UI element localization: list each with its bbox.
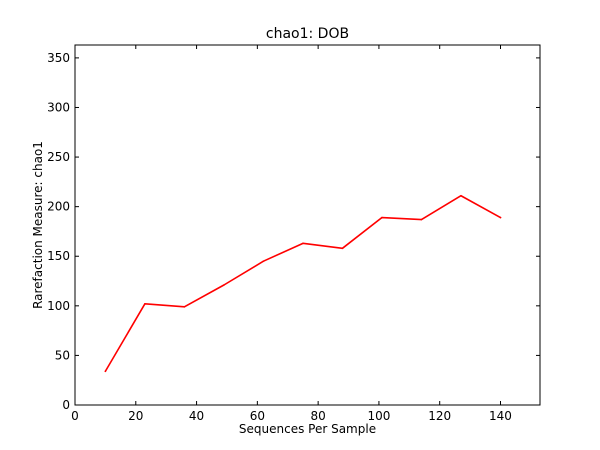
y-tick-label: 300: [47, 100, 70, 114]
x-tick-label: 120: [428, 409, 451, 423]
x-tick-label: 60: [250, 409, 265, 423]
plot-background: [75, 45, 540, 405]
plot-frame: [74, 44, 541, 406]
y-tick-label: 350: [47, 51, 70, 65]
y-tick-label: 200: [47, 200, 70, 214]
data-point: [104, 370, 107, 373]
x-tick-label: 20: [128, 409, 143, 423]
y-tick-label: 50: [55, 348, 70, 362]
x-tick-label: 80: [310, 409, 325, 423]
y-tick-label: 0: [62, 398, 70, 412]
data-point: [341, 247, 344, 250]
data-point: [420, 218, 423, 221]
data-point: [302, 242, 304, 245]
x-tick-label: 100: [367, 409, 390, 423]
y-tick-label: 100: [47, 299, 70, 313]
x-axis-label: Sequences Per Sample: [239, 422, 376, 436]
data-point: [144, 303, 146, 305]
x-tick-label: 40: [189, 409, 204, 423]
x-tick-label: 0: [71, 409, 79, 423]
data-point: [223, 284, 225, 286]
data-point: [381, 216, 383, 219]
y-tick-label: 250: [47, 150, 70, 164]
plot-area: 0 20 40 60 80 100 120 140 0 50 100 150 200 250 300 350: [47, 44, 541, 423]
data-point: [183, 306, 186, 308]
data-point: [499, 216, 502, 219]
x-tick-label: 140: [489, 409, 512, 423]
y-axis-label: Rarefaction Measure: chao1: [31, 141, 45, 309]
chart-title: chao1: DOB: [266, 26, 349, 42]
data-point: [460, 194, 462, 197]
data-point: [262, 260, 265, 263]
y-tick-label: 150: [47, 249, 70, 263]
